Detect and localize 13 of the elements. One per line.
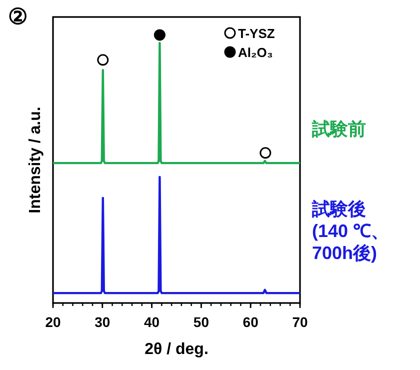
x-tick-label: 20 <box>45 314 61 330</box>
x-tick-label: 70 <box>292 314 308 330</box>
x-tick-label: 60 <box>242 314 259 330</box>
x-tick-label: 30 <box>94 314 110 330</box>
text: ② <box>8 4 28 29</box>
legend-label: Al₂O₃ <box>238 45 273 60</box>
series-label: 試験後 (140 ℃、 700h後) <box>311 199 390 264</box>
y-axis-title: Intensity / a.u. <box>27 106 44 214</box>
legend-label: T-YSZ <box>238 26 275 41</box>
series-label: 試験前 <box>311 119 366 140</box>
x-axis-title: 2θ / deg. <box>144 341 208 358</box>
x-tick-label: 40 <box>144 314 160 330</box>
x-tick-label: 50 <box>193 314 210 330</box>
